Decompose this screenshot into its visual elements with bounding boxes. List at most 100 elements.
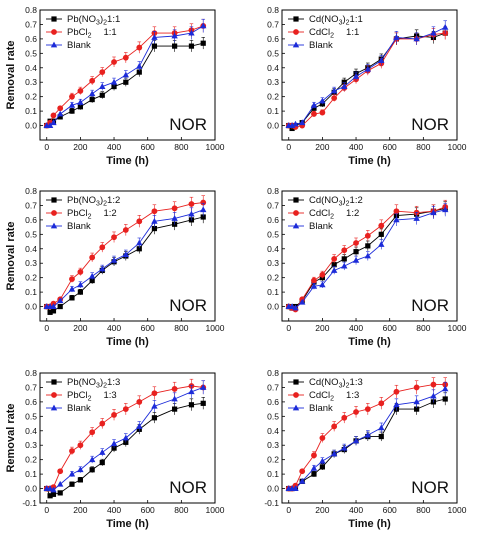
data-point	[200, 400, 206, 406]
data-point	[77, 442, 84, 449]
legend-ratio: 1:2	[346, 208, 359, 219]
plot-frame	[281, 9, 458, 141]
data-point	[46, 122, 54, 128]
data-point	[430, 381, 437, 388]
data-point	[292, 485, 299, 491]
nor-annotation: NOR	[169, 478, 207, 497]
x-tick-label: 0	[44, 505, 49, 515]
y-tick-label: 0.5	[267, 411, 279, 421]
legend-text-part: Blank	[309, 40, 333, 51]
data-point	[99, 92, 105, 98]
y-tick-label: 0.0	[267, 302, 279, 312]
series-triangle	[43, 18, 207, 128]
y-tick-label: 0.0	[25, 302, 37, 312]
x-tick-label: 800	[416, 323, 430, 333]
x-tick-label: 0	[44, 323, 49, 333]
data-point	[298, 298, 306, 305]
y-tick-label: 0.2	[267, 273, 279, 283]
data-point	[136, 398, 143, 405]
x-tick-label: 600	[141, 323, 155, 333]
x-tick-label: 1000	[448, 323, 467, 333]
legend-label: Blank	[67, 221, 91, 232]
data-point	[188, 388, 195, 395]
data-point	[88, 456, 96, 463]
x-tick-label: 200	[315, 142, 329, 152]
y-tick-label: 0.0	[25, 121, 37, 131]
legend-marker	[50, 222, 58, 229]
legend-label: CdCl2 1:2	[309, 208, 359, 221]
legend-label: Blank	[309, 221, 333, 232]
data-point	[50, 303, 57, 309]
legend-text-part: 2	[88, 33, 92, 40]
data-point	[353, 240, 359, 246]
y-tick-label: 0.7	[267, 19, 279, 29]
legend-marker	[293, 197, 299, 203]
legend-entry: Cd(NO3)21:3	[288, 377, 363, 390]
legend-text-part: 2	[330, 214, 334, 221]
plot-frame	[281, 190, 458, 322]
data-point	[69, 108, 75, 114]
data-point	[319, 97, 326, 104]
data-point	[151, 402, 158, 409]
legend-marker	[50, 404, 58, 411]
legend-label: Blank	[309, 40, 333, 51]
data-point	[136, 62, 143, 69]
y-tick-label: 0.3	[25, 440, 37, 450]
data-point	[364, 406, 371, 413]
data-point	[77, 99, 84, 105]
data-point	[311, 452, 317, 459]
data-point	[47, 309, 53, 315]
x-tick-label: 200	[315, 323, 329, 333]
data-point	[341, 256, 347, 262]
data-point	[69, 448, 75, 454]
legend-marker	[51, 210, 57, 216]
legend-text-part: 3	[339, 383, 343, 390]
x-tick-label: 600	[141, 505, 155, 515]
data-point	[353, 249, 359, 255]
y-tick-label: 0.3	[267, 77, 279, 87]
y-tick-label: 0.2	[267, 92, 279, 102]
legend-label: Blank	[67, 403, 91, 414]
y-tick-label: 0.6	[25, 34, 37, 44]
data-point	[393, 216, 400, 223]
x-tick-label: 0	[286, 142, 291, 152]
legend-entry: Cd(NO3)21:1	[288, 14, 363, 27]
legend-ratio: 1:1	[350, 14, 363, 25]
data-point	[200, 40, 206, 46]
legend-text-part: PbCl	[67, 27, 88, 38]
data-point	[430, 392, 437, 399]
x-tick-label: 200	[315, 505, 329, 515]
legend-entry: Pb(NO3)21:1	[46, 14, 120, 27]
legend-ratio: 1:2	[107, 195, 120, 206]
data-point	[136, 246, 142, 252]
legend-label: CdCl2 1:3	[309, 390, 359, 403]
data-point	[122, 71, 130, 78]
data-point	[393, 208, 400, 215]
y-tick-label: 0.5	[267, 48, 279, 58]
legend-text-part: 2	[88, 214, 92, 221]
data-point	[111, 59, 117, 65]
y-tick-label: 0.6	[267, 397, 279, 407]
data-point	[442, 23, 449, 30]
data-point	[77, 466, 84, 473]
data-point	[319, 271, 326, 278]
x-tick-label: 0	[286, 505, 291, 515]
y-tick-label: 0.1	[267, 469, 279, 479]
data-point	[292, 120, 299, 127]
y-tick-label: 0.6	[25, 215, 37, 225]
x-tick-label: 600	[383, 142, 397, 152]
data-point	[430, 209, 437, 216]
data-point	[88, 272, 96, 279]
legend-entry: PbCl2 1:1	[46, 27, 117, 40]
data-point	[393, 401, 400, 408]
nor-annotation: NOR	[411, 478, 449, 497]
data-point	[188, 201, 195, 207]
y-tick-label: 0.1	[267, 287, 279, 297]
legend-label: Pb(NO3)21:1	[67, 14, 120, 27]
x-tick-label: 400	[107, 505, 121, 515]
legend-text-part: CdCl	[309, 208, 330, 219]
x-tick-label: 800	[174, 505, 188, 515]
data-point	[171, 32, 178, 39]
x-tick-label: 200	[73, 142, 87, 152]
